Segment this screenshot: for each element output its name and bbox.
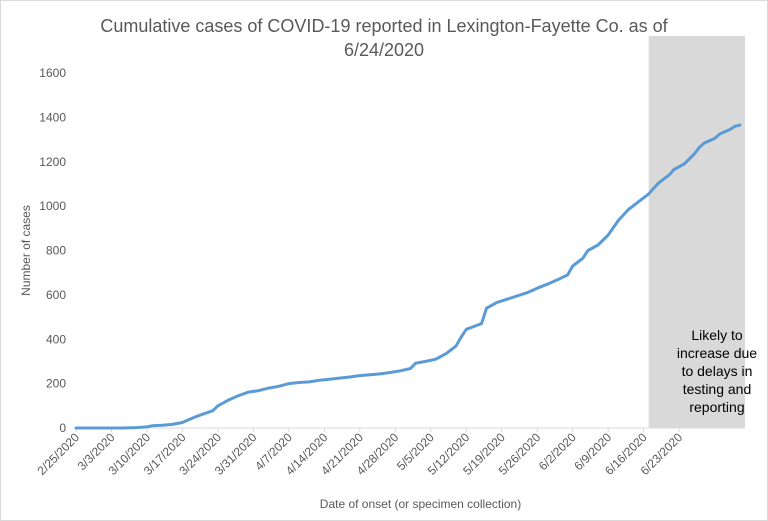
x-axis-title: Date of onset (or specimen collection) (320, 497, 521, 511)
y-tick-label: 1600 (39, 66, 66, 80)
chart-title: Cumulative cases of COVID-19 reported in… (0, 14, 768, 62)
chart-title-line-2: 6/24/2020 (343, 40, 425, 60)
y-axis-ticks: 0 200 400 600 800 1000 1200 1400 1600 (39, 66, 66, 435)
note-line-5: reporting (689, 399, 745, 415)
x-tick-label: 6/2/2020 (536, 430, 579, 473)
chart-title-line-1: Cumulative cases of COVID-19 reported in… (100, 16, 668, 36)
y-tick-label: 1200 (39, 155, 66, 169)
series-line (74, 123, 742, 430)
x-axis-ticks: 2/25/20203/3/20203/10/20203/17/20203/24/… (34, 428, 685, 478)
note-line-2: increase due (676, 345, 758, 361)
x-tick-label: 2/25/2020 (34, 430, 82, 478)
note-line-4: testing and (682, 381, 752, 397)
y-tick-label: 1400 (39, 110, 66, 124)
y-tick-label: 0 (59, 421, 66, 435)
note-line-3: to delays in (681, 363, 753, 379)
y-tick-label: 600 (46, 288, 66, 302)
y-tick-label: 1000 (39, 199, 66, 213)
shaded-region-note: Likely to increase due to delays in test… (652, 326, 768, 416)
y-tick-label: 200 (46, 377, 66, 391)
y-tick-label: 400 (46, 332, 66, 346)
y-tick-label: 800 (46, 244, 66, 258)
shaded-region (648, 36, 745, 428)
y-axis-title: Number of cases (19, 205, 33, 296)
note-line-1: Likely to (691, 327, 743, 343)
